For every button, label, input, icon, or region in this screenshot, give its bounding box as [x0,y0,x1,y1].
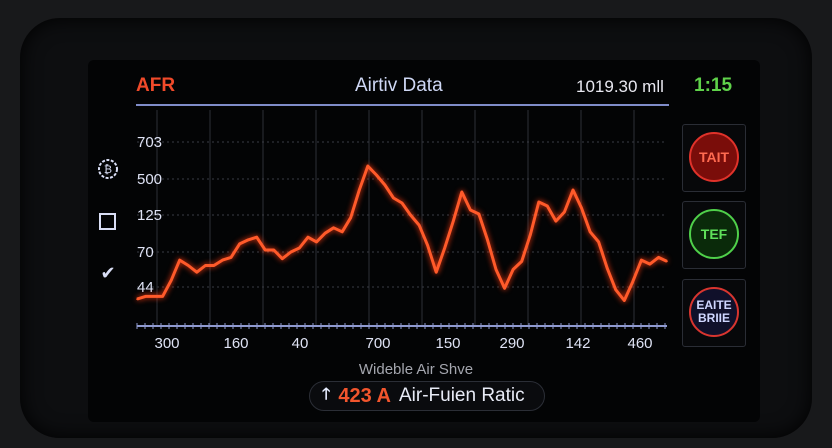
data-point [409,214,412,216]
data-point [170,279,172,282]
x-tick-label: 300 [154,335,179,352]
x-tick-label: 290 [499,335,524,352]
data-point [469,209,472,211]
arrow-up-icon: 🡑 [322,385,331,403]
x-axis-label: Wideble Air Shve [358,361,474,378]
data-point [136,298,138,300]
y-tick-label: 125 [137,207,162,224]
data-point [495,268,497,271]
data-point [324,232,326,234]
data-point [640,259,643,261]
data-point [230,256,232,259]
data-point [520,260,523,263]
y-tick-label: 500 [137,171,162,188]
data-point [349,216,352,219]
data-point [392,197,395,199]
data-point [452,220,455,222]
data-point [358,189,361,191]
data-point [272,249,275,251]
tef-button[interactable]: TEF [682,201,746,269]
time-display: 1:15 [694,75,733,96]
data-point [623,299,626,302]
data-point [461,191,463,193]
x-tick-label: 160 [223,335,248,352]
square-icon[interactable] [97,211,119,233]
dial-icon[interactable]: ₿ [97,158,119,180]
data-point [332,226,335,229]
data-point [537,201,540,203]
data-point [401,202,403,204]
data-point [290,251,292,253]
data-point [614,288,617,291]
data-point [196,271,198,273]
data-point [572,189,574,191]
afr-series-line [136,164,668,302]
y-tick-label: 44 [137,279,154,296]
header-divider [136,104,669,106]
data-point [529,234,532,236]
afr-readout-label: Air-Fuien Ratic [398,385,525,406]
data-point [204,264,207,267]
data-point [187,264,190,267]
tait-button[interactable]: TAIT [682,124,746,192]
check-icon[interactable]: ✔ [100,263,116,283]
data-point [512,268,514,271]
data-point [375,174,378,176]
data-point [255,236,258,238]
x-tick-label: 460 [627,335,652,352]
page-title: Airtiv Data [355,75,443,96]
data-point [649,263,651,265]
data-point [435,271,437,273]
tait-button-label: TAIT [689,132,739,182]
data-point [606,267,608,269]
data-point [563,211,566,213]
data-point [443,247,446,249]
afr-label: AFR [136,75,176,96]
display-screen [88,60,760,422]
data-point [580,207,583,209]
data-point [426,244,429,247]
data-point [247,239,249,241]
y-tick-label: 703 [137,134,162,151]
data-point [161,295,164,298]
y-tick-label: 70 [137,244,154,261]
eaite-briie-button-label: EAITE BRIIE [689,287,739,337]
data-point [178,259,181,261]
data-point [153,295,155,298]
x-tick-label: 700 [365,335,390,352]
data-point [213,264,215,267]
data-point [298,247,301,249]
data-point [657,256,660,259]
data-point [221,259,224,261]
data-point [546,205,549,207]
x-tick-label: 142 [565,335,590,352]
data-point [589,231,591,233]
data-point [315,241,318,243]
data-point [486,239,489,241]
data-point [264,249,267,251]
afr-value: 423 A [338,384,391,407]
eaite-briie-button[interactable]: EAITE BRIIE [682,279,746,347]
x-tick-label: 150 [435,335,460,352]
data-point [281,257,284,260]
data-point [555,220,557,222]
reading-value: 1019.30 mll [576,77,664,96]
data-point [144,295,147,298]
data-point [367,165,369,167]
data-point [384,184,386,186]
data-point [341,231,343,233]
data-point [418,224,420,226]
data-point [597,241,600,243]
data-point [478,213,480,215]
tef-button-label: TEF [689,209,739,259]
data-point [632,280,634,283]
x-tick-label: 40 [292,335,309,352]
data-point [307,236,309,238]
data-point [503,287,506,290]
svg-text:₿: ₿ [104,164,112,176]
afr-readout[interactable]: 🡑 423 A Air-Fuien Ratic [309,381,545,411]
data-point [666,260,668,263]
data-point [238,243,241,245]
